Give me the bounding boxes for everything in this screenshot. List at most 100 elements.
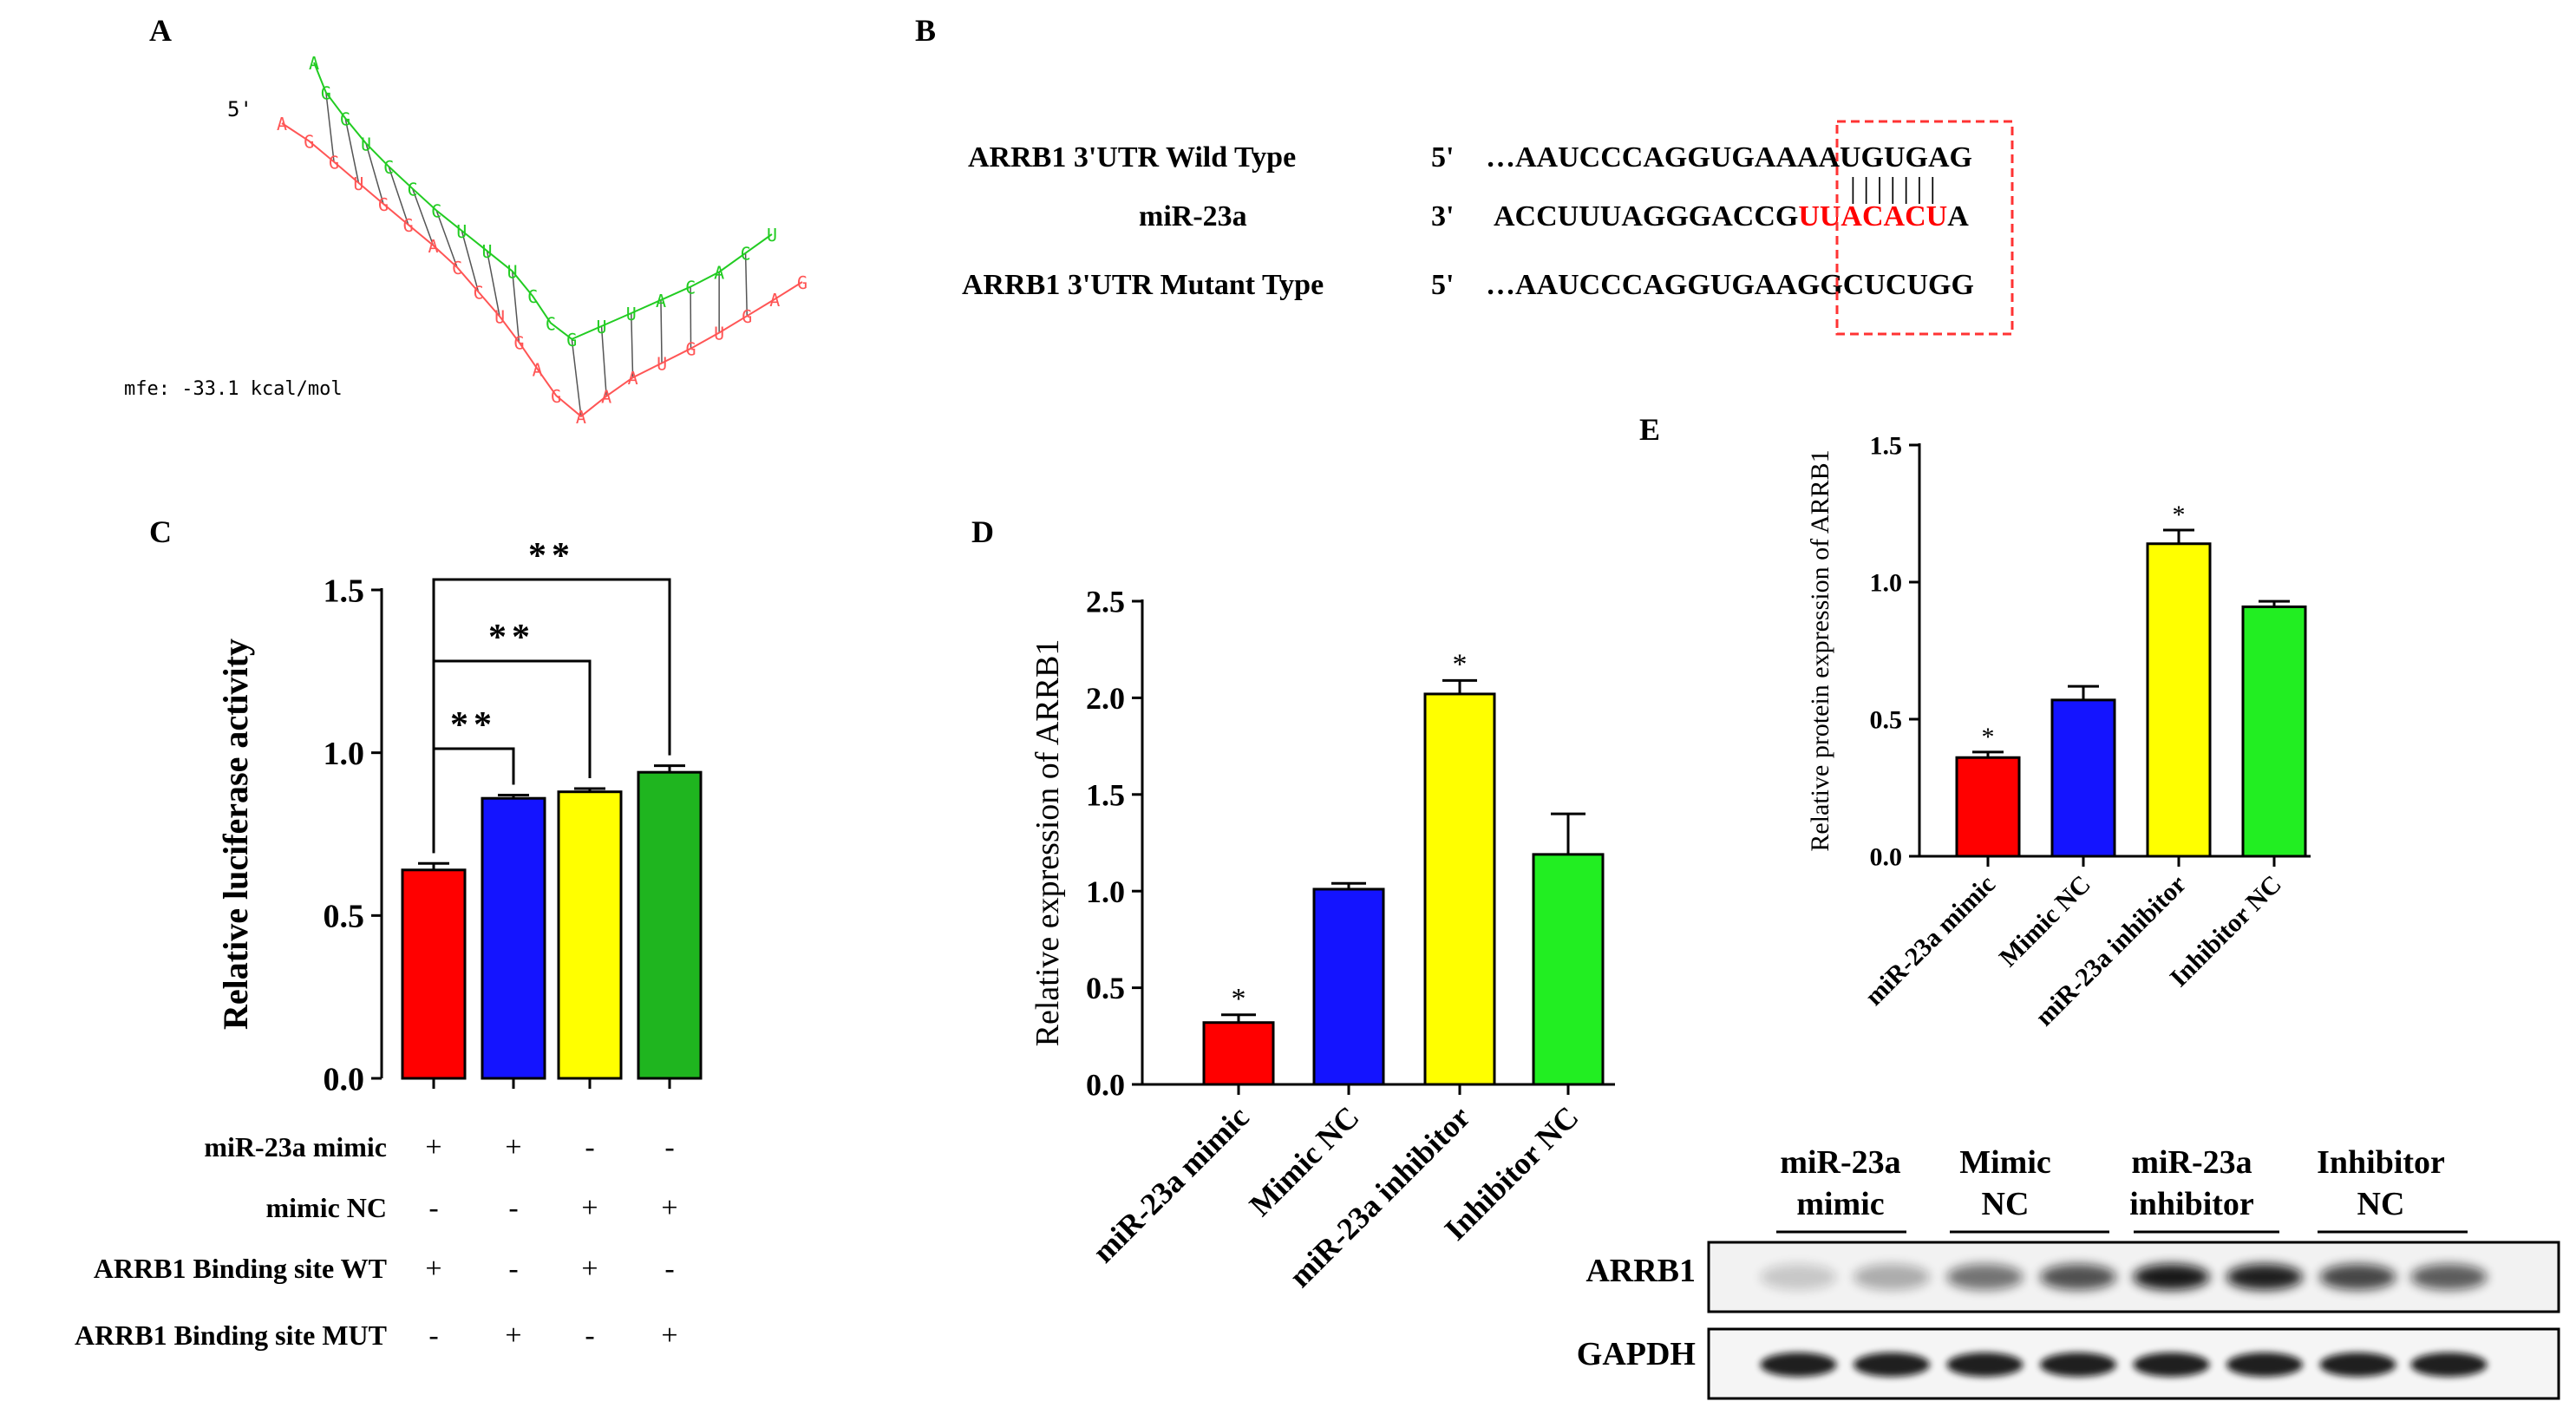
mut-seq-pre: …AAUCCCAGGUGAA xyxy=(1486,269,1797,301)
y-axis-label: Relative protein expression of ARRB1 xyxy=(1806,449,1834,851)
mirna-base: A xyxy=(656,291,666,311)
significance-stars: ** xyxy=(488,618,535,658)
condition-mark: - xyxy=(428,1192,438,1224)
panel-letter-c: C xyxy=(149,514,172,549)
mirna-base: U xyxy=(767,225,777,246)
base-pair-line xyxy=(571,338,582,417)
blot-group-label-line1: miR-23a xyxy=(1780,1144,1900,1181)
base-pair-line xyxy=(435,210,458,268)
base-pair-line xyxy=(461,230,480,292)
blot-group-label-line1: Mimic xyxy=(1959,1144,2051,1181)
five-prime-label: 5' xyxy=(227,97,252,121)
base-pair-line xyxy=(660,299,663,363)
mirna-base: U xyxy=(626,304,637,324)
mirna-base: A xyxy=(309,53,319,74)
base-pair-line xyxy=(365,143,384,205)
target-base: A xyxy=(277,114,287,134)
target-base: G xyxy=(551,386,561,407)
condition-mark: + xyxy=(425,1253,441,1285)
target-base: U xyxy=(353,174,363,194)
blot-group-label-line2: mimic xyxy=(1796,1186,1884,1222)
target-base: A xyxy=(428,236,438,257)
target-base: G xyxy=(329,153,339,174)
panel-letter-d: D xyxy=(971,514,994,549)
mirna-base: C xyxy=(741,244,751,265)
mirna-base: C xyxy=(383,157,394,178)
panel-letter-a: A xyxy=(149,13,172,48)
bar xyxy=(1312,887,1385,1086)
chart-mrna-expression: 0.0 0.5 1.0 1.5 2.0 2.5 Relative expression of… xyxy=(1030,585,1615,1294)
condition-mark: - xyxy=(508,1192,518,1224)
y-tick-label: 1.0 xyxy=(324,736,365,772)
significance-bracket xyxy=(432,578,671,854)
gapdh-band xyxy=(2226,1352,2303,1377)
mir-seq-pre: ACCUUUAGGGACCG xyxy=(1494,200,1798,232)
gapdh-band xyxy=(2133,1352,2210,1377)
bar xyxy=(1423,692,1496,1086)
wt-seq-site: AAUGUGAG xyxy=(1797,141,1972,174)
rna-duplex-structure: 5' mfe: -33.1 kcal/mol AGGUCCCUUUCCGUUAC… xyxy=(124,53,807,428)
arrb1-band xyxy=(1760,1264,1837,1290)
base-pair-line xyxy=(511,271,520,343)
y-tick-label: 1.5 xyxy=(1086,777,1125,812)
y-tick-label: 0.0 xyxy=(324,1061,365,1097)
arrb1-band xyxy=(1854,1264,1930,1290)
y-tick-label: 2.5 xyxy=(1086,585,1125,619)
base-pair-line xyxy=(486,251,500,317)
base-pair-line xyxy=(744,252,749,317)
condition-mark: + xyxy=(505,1320,521,1352)
y-tick-label: 1.0 xyxy=(1086,874,1125,909)
y-axis-label: Relative expression of ARRB1 xyxy=(1030,639,1066,1047)
bar xyxy=(1955,756,2021,858)
condition-label: mimic NC xyxy=(265,1192,387,1223)
y-tick-label: 1.0 xyxy=(1870,569,1903,598)
mut-seq-site: GGCUCUGG xyxy=(1797,269,1974,301)
category-label: miR-23a mimic xyxy=(1860,870,2001,1012)
condition-mark: - xyxy=(664,1253,674,1285)
condition-mark: - xyxy=(664,1131,674,1163)
bar xyxy=(2146,542,2212,858)
condition-mark: - xyxy=(508,1253,518,1285)
arrb1-row-label: ARRB1 xyxy=(1585,1253,1696,1289)
target-base: U xyxy=(494,307,505,328)
panel-letter-e: E xyxy=(1639,412,1660,447)
wt-label: ARRB1 3'UTR Wild Type xyxy=(968,141,1296,174)
base-pair-line xyxy=(600,325,607,396)
target-base: G xyxy=(797,272,807,293)
y-tick-label: 1.5 xyxy=(1870,432,1903,461)
mut-label: ARRB1 3'UTR Mutant Type xyxy=(962,269,1324,301)
mirna-base: A xyxy=(714,263,724,284)
mir-sequence: ACCUUUAGGGACCGUUACACUA xyxy=(1494,200,1969,232)
base-pair-line xyxy=(631,312,634,378)
gapdh-band xyxy=(1946,1352,2024,1377)
arrb1-band xyxy=(2226,1264,2303,1290)
mir-label: miR-23a xyxy=(1139,200,1247,232)
base-pair-line xyxy=(411,188,435,246)
mirna-base: G xyxy=(321,83,331,104)
arrb1-band xyxy=(1946,1264,2024,1290)
mut-sequence: …AAUCCCAGGUGAAGGCUCUGG xyxy=(1486,269,1974,301)
target-base: A xyxy=(769,290,780,311)
mirna-base: G xyxy=(566,330,577,350)
target-base: A xyxy=(533,359,543,380)
chart-protein-expression: 0.0 0.5 1.0 1.5 Relative protein expression … xyxy=(1806,432,2311,1031)
base-pair-lines xyxy=(325,92,749,417)
target-backbone xyxy=(281,122,803,418)
western-blot: miR-23a mimic Mimic NC miR-23a inhibitor Inhib… xyxy=(1577,1144,2560,1400)
gapdh-band xyxy=(2410,1352,2488,1377)
mfe-label: mfe: -33.1 kcal/mol xyxy=(124,378,343,400)
significance-stars: ** xyxy=(528,536,575,576)
mirna-base: U xyxy=(481,241,492,262)
bar xyxy=(557,790,623,1080)
y-axis-label: Relative luciferase activity xyxy=(216,639,255,1030)
y-tick-label: 1.5 xyxy=(324,573,365,609)
mut-end: 5' xyxy=(1431,269,1454,301)
y-tick-label: 0.5 xyxy=(1086,971,1125,1005)
gapdh-band xyxy=(1760,1352,1837,1377)
panel-letter-b: B xyxy=(915,13,936,48)
target-base: A xyxy=(576,407,586,428)
condition-mark: + xyxy=(661,1192,677,1224)
